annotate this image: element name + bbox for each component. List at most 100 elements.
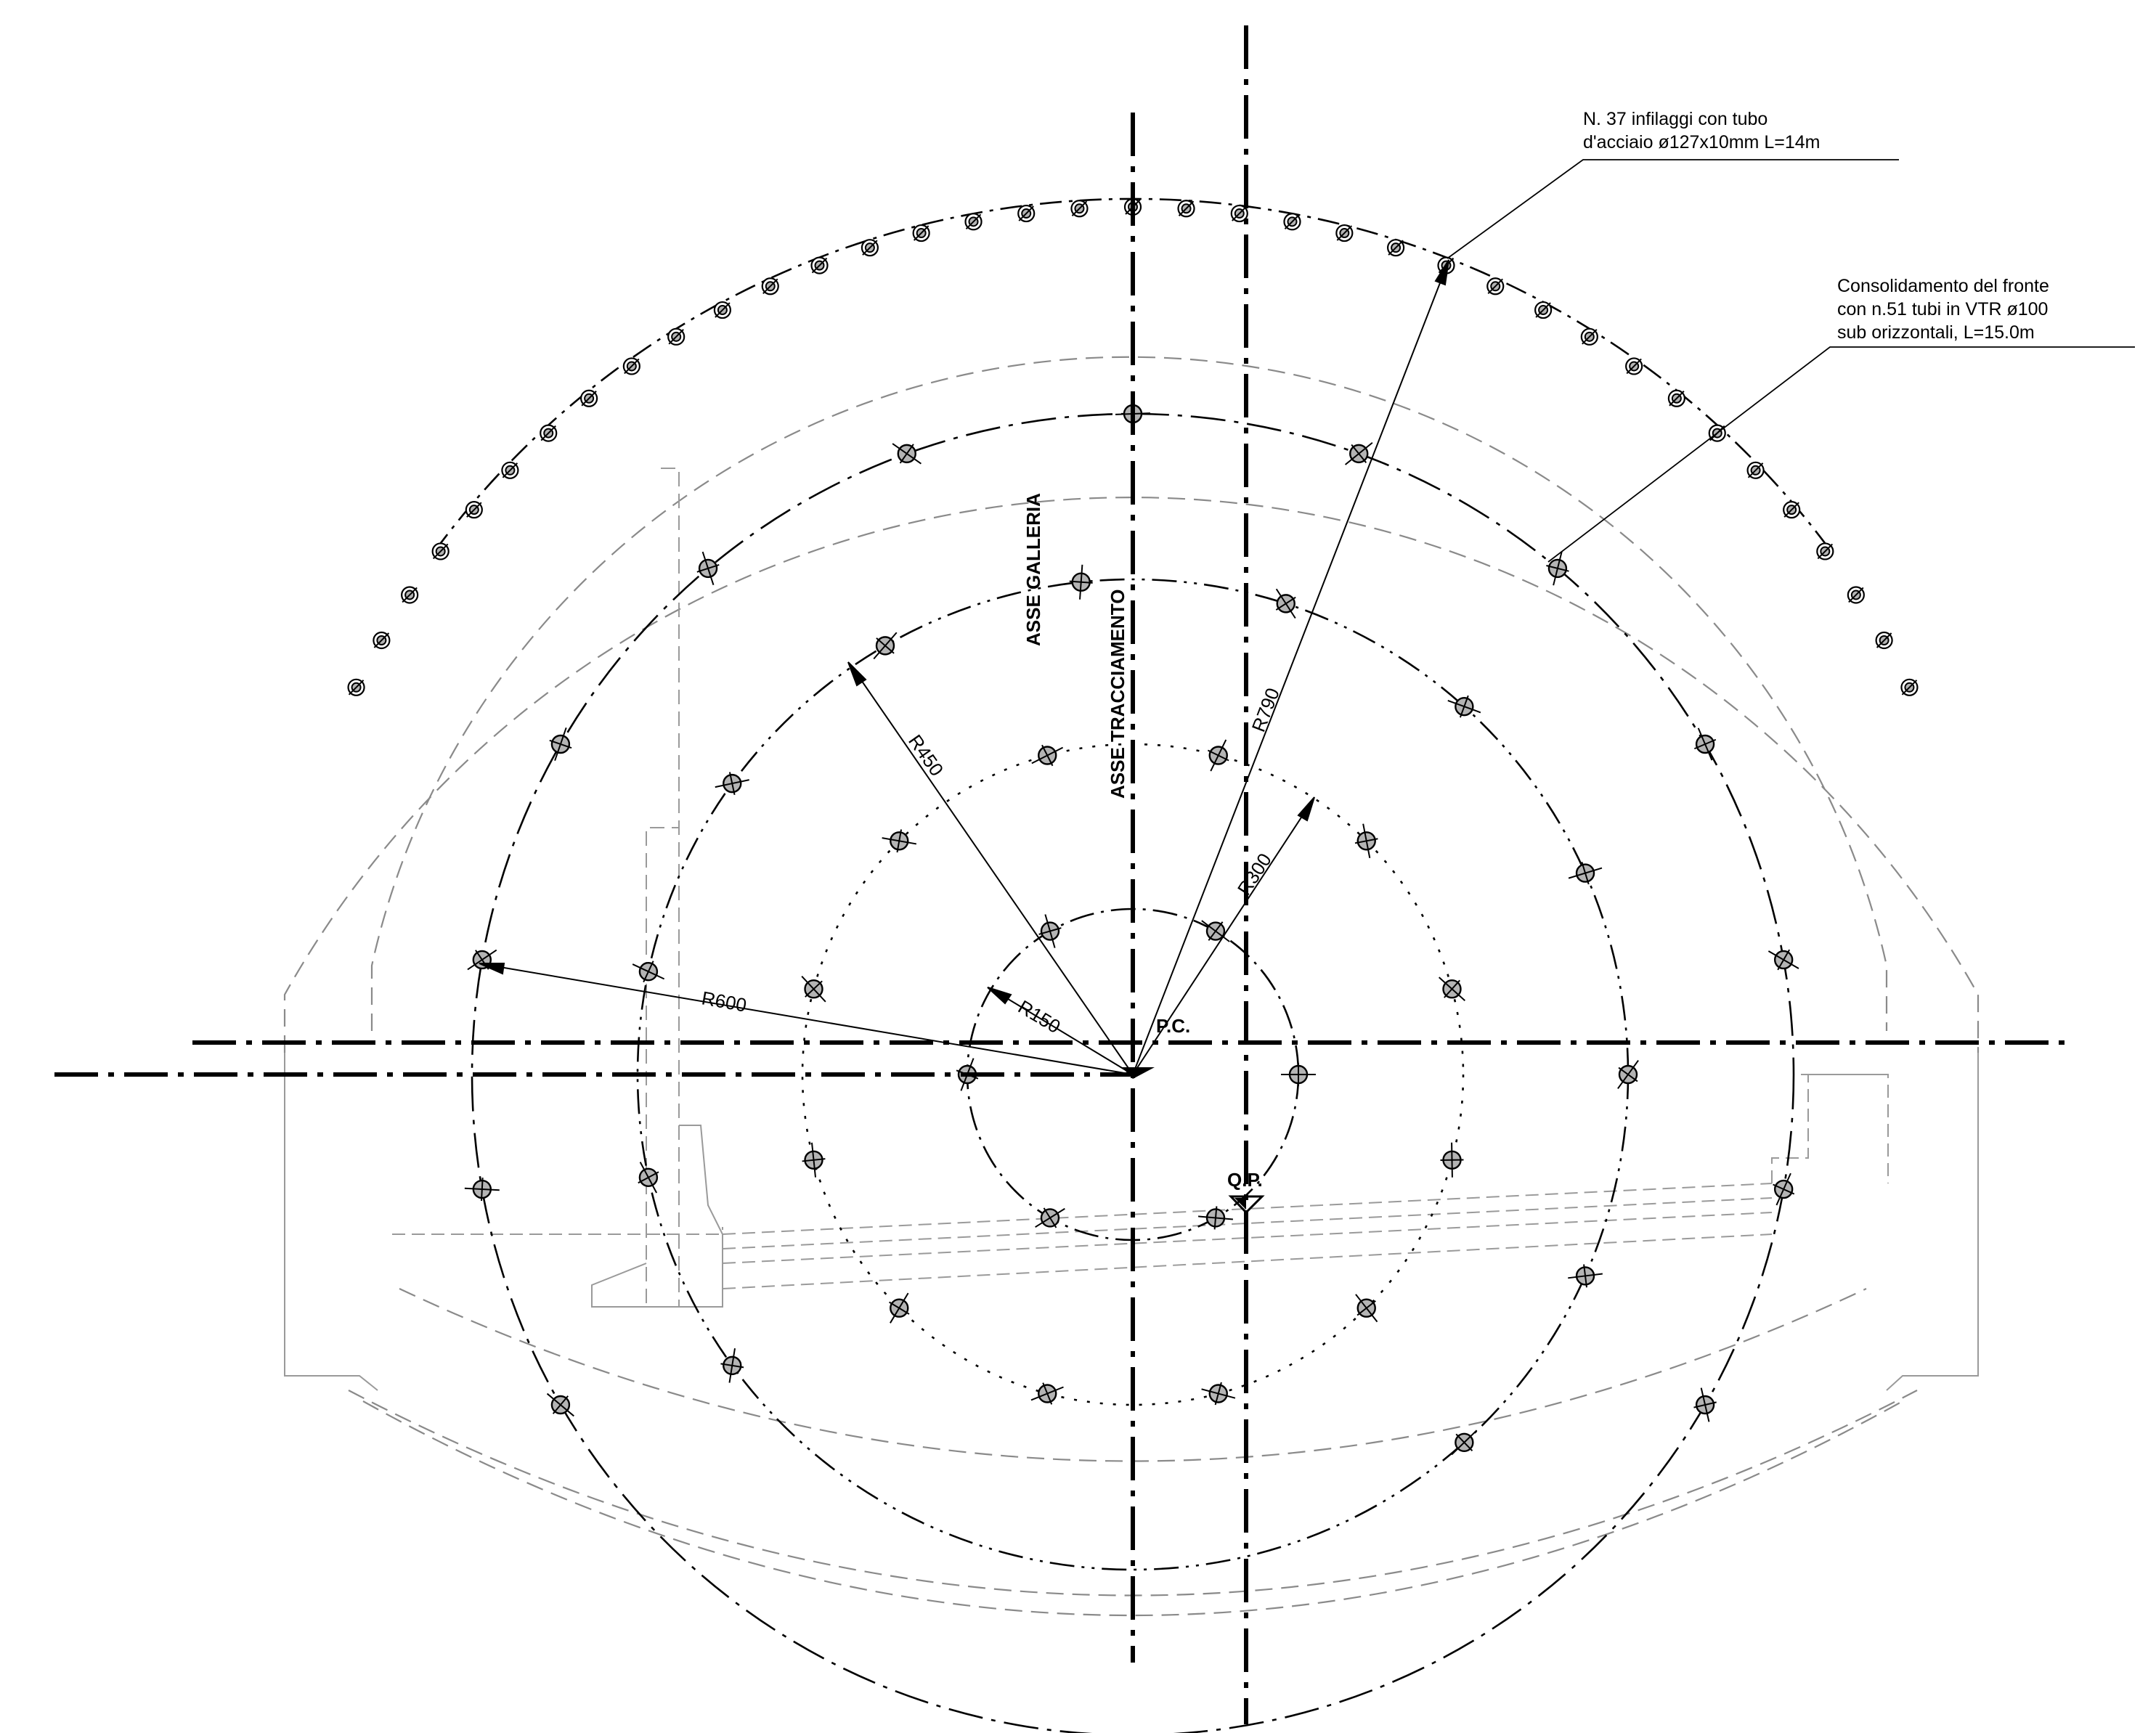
steel-pipe xyxy=(1625,357,1643,375)
vtr-tube xyxy=(873,632,898,660)
steel-pipe xyxy=(1900,678,1919,696)
steel-pipe xyxy=(431,542,449,560)
steel-pipe xyxy=(912,224,930,242)
vtr-tube xyxy=(549,727,572,762)
qp-marker-fill xyxy=(1234,1198,1246,1210)
vtr-tube xyxy=(1440,1142,1464,1178)
r450-label: R450 xyxy=(904,730,948,780)
steel-pipe-note-line2: d'acciaio ø127x10mm L=14m xyxy=(1583,132,1820,152)
steel-pipe xyxy=(1177,200,1195,218)
axes xyxy=(54,25,2070,1724)
steel-pipe xyxy=(540,424,558,442)
vtr-tube xyxy=(1281,1063,1316,1086)
vtr-note-line1: Consolidamento del fronte xyxy=(1837,276,2049,296)
vtr-tube xyxy=(892,443,922,465)
r150-label: R150 xyxy=(1014,995,1065,1037)
vtr-tube xyxy=(1693,727,1717,761)
asse-galleria-label: ASSE GALLERIA xyxy=(1022,493,1044,646)
vtr-tube xyxy=(1546,551,1569,586)
vtr-tube xyxy=(1767,949,1799,971)
vtr-tube xyxy=(882,829,917,853)
steel-pipe xyxy=(667,327,686,346)
circle-r600 xyxy=(471,412,1795,1733)
base-right xyxy=(1886,1053,1979,1391)
steel-pipe xyxy=(1534,301,1553,319)
steel-pipe xyxy=(347,678,365,696)
r790-label: R790 xyxy=(1248,685,1284,735)
r300-line xyxy=(1132,800,1313,1075)
r150-arrow-icon xyxy=(987,987,1012,1005)
asse-tracciamento-label: ASSE TRACCIAMENTO xyxy=(1107,590,1128,799)
qp-marker-icon xyxy=(1228,1195,1265,1215)
steel-pipe xyxy=(1230,204,1248,223)
steel-pipe xyxy=(1283,213,1301,231)
steel-pipe xyxy=(810,256,829,274)
vtr-tube xyxy=(715,772,749,795)
inner-lining-profile xyxy=(370,356,1888,1031)
r790-arrow-icon xyxy=(1434,259,1449,286)
left-kerb xyxy=(591,1125,723,1308)
steel-pipe xyxy=(761,277,779,295)
vtr-tube xyxy=(1568,862,1603,885)
r600-arrow-icon xyxy=(479,963,505,975)
steel-pipe xyxy=(501,461,519,479)
steel-pipe xyxy=(1580,327,1598,346)
vtr-tube xyxy=(720,1348,744,1383)
vtr-tube xyxy=(1198,1206,1233,1230)
steel-pipe xyxy=(964,213,983,231)
steel-pipe xyxy=(861,239,879,257)
vtr-note-line3: sub orizzontali, L=15.0m xyxy=(1837,322,2035,343)
vtr-tube xyxy=(1031,744,1064,767)
steel-pipe xyxy=(1816,542,1834,560)
r600-line xyxy=(482,963,1134,1075)
vtr-tube xyxy=(1038,914,1062,948)
vtr-tube xyxy=(1030,1382,1064,1405)
r450-arrow-icon xyxy=(847,661,867,687)
r300-label: R300 xyxy=(1233,849,1276,899)
steel-pipe xyxy=(401,586,419,604)
leader-lines xyxy=(1447,159,2135,563)
vtr-tube xyxy=(464,1177,500,1202)
notes: N. 37 infilaggi con tubo d'acciaio ø127x… xyxy=(1583,109,2049,343)
steel-pipe xyxy=(465,501,483,519)
vtr-tube-group xyxy=(464,401,1799,1456)
vtr-tube xyxy=(1035,1207,1065,1228)
vtr-tube xyxy=(1344,441,1373,465)
steel-pipe xyxy=(1335,224,1354,242)
vtr-tube xyxy=(632,961,665,983)
vtr-tube xyxy=(1568,1264,1603,1288)
vtr-leader xyxy=(1547,346,2135,563)
r300-arrow-icon xyxy=(1297,796,1315,822)
r600-label: R600 xyxy=(700,987,748,1016)
steel-pipe xyxy=(713,301,731,319)
pc-label: P.C. xyxy=(1156,1015,1190,1037)
steel-pipe xyxy=(1847,586,1865,604)
vtr-tube xyxy=(696,551,720,586)
steel-pipe xyxy=(580,389,598,407)
steel-pipe xyxy=(622,357,640,375)
vtr-tube xyxy=(889,1292,910,1324)
qp-label: Q.P. xyxy=(1227,1169,1263,1191)
vtr-tube xyxy=(1069,564,1093,600)
vtr-tube xyxy=(1201,1382,1236,1406)
vtr-tube xyxy=(546,1392,574,1417)
steel-pipe xyxy=(1746,461,1765,479)
tunnel-base-lines xyxy=(284,468,1979,1391)
vtr-tube xyxy=(1438,976,1466,1002)
axis-labels: ASSE GALLERIA ASSE TRACCIAMENTO P.C. Q.P… xyxy=(1022,493,1263,1191)
base-left xyxy=(284,1053,378,1391)
r790-line xyxy=(1132,264,1448,1075)
steel-pipe xyxy=(373,631,391,650)
vtr-tube xyxy=(1447,695,1481,718)
vtr-tube xyxy=(638,1162,659,1194)
vtr-tube xyxy=(1355,1294,1378,1323)
vtr-tube xyxy=(801,976,826,1003)
steel-pipe xyxy=(1486,277,1505,295)
vtr-tube xyxy=(1354,823,1378,859)
vtr-tube xyxy=(1773,1173,1795,1206)
steel-pipe xyxy=(1875,631,1893,650)
steel-pipe xyxy=(1387,239,1405,257)
steel-pipe-note-line1: N. 37 infilaggi con tubo xyxy=(1583,109,1767,129)
r450-line xyxy=(851,666,1134,1075)
